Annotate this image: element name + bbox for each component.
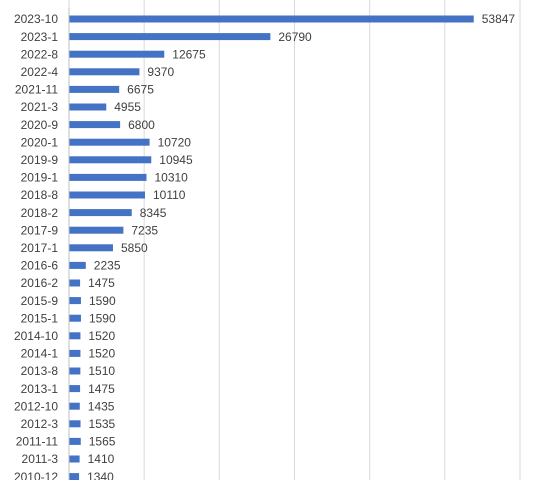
value-label: 1590	[89, 311, 116, 325]
y-tick-label: 2021-3	[21, 100, 59, 114]
bar	[69, 121, 121, 129]
value-label: 6800	[128, 118, 155, 132]
bar	[69, 209, 132, 217]
bar	[69, 103, 107, 111]
y-tick-label: 2021-11	[15, 83, 58, 97]
value-label: 1535	[89, 417, 116, 431]
value-label: 26790	[278, 30, 312, 44]
value-label: 1565	[89, 435, 116, 449]
value-label: 53847	[482, 12, 516, 26]
y-tick-label: 2010-12	[14, 470, 58, 480]
y-tick-label: 2017-9	[21, 223, 59, 237]
y-tick-label: 2019-9	[21, 153, 59, 167]
value-label: 1520	[88, 329, 115, 343]
y-tick-label: 2013-1	[21, 382, 59, 396]
y-tick-label: 2014-10	[14, 329, 58, 343]
value-label: 1435	[88, 399, 115, 413]
value-label: 10110	[153, 188, 186, 202]
bar	[69, 68, 140, 76]
y-tick-label: 2014-1	[21, 347, 59, 361]
bar	[69, 314, 81, 322]
y-tick-label: 2020-1	[21, 135, 59, 149]
value-label: 1340	[87, 470, 114, 480]
value-label: 2235	[94, 259, 121, 273]
y-tick-label: 2015-1	[21, 311, 59, 325]
value-label: 10945	[159, 153, 193, 167]
y-tick-label: 2022-8	[21, 47, 59, 61]
value-label: 8345	[140, 206, 167, 220]
bar	[69, 191, 145, 199]
bar	[69, 279, 81, 287]
y-tick-label: 2019-1	[21, 171, 59, 185]
value-label: 1590	[89, 294, 116, 308]
bar	[69, 455, 80, 463]
bar	[69, 367, 81, 375]
y-tick-label: 2016-2	[21, 276, 59, 290]
y-tick-label: 2020-9	[21, 118, 59, 132]
bar	[69, 50, 165, 58]
value-label: 7235	[131, 223, 158, 237]
value-label: 12675	[172, 47, 206, 61]
bar	[69, 173, 147, 181]
value-label: 1475	[88, 382, 115, 396]
bar	[69, 349, 81, 357]
value-label: 9370	[147, 65, 174, 79]
bar	[69, 156, 152, 164]
bar	[69, 385, 81, 393]
bar	[69, 15, 474, 23]
value-label: 1410	[88, 452, 115, 466]
value-label: 4955	[114, 100, 141, 114]
bar	[69, 473, 80, 480]
y-tick-label: 2011-3	[22, 452, 59, 466]
value-label: 10310	[154, 171, 188, 185]
bar	[69, 226, 124, 234]
bar	[69, 332, 81, 340]
y-tick-label: 2023-1	[21, 30, 59, 44]
value-label: 5850	[121, 241, 148, 255]
value-label: 1510	[88, 364, 115, 378]
y-tick-label: 2022-4	[21, 65, 59, 79]
y-tick-label: 2016-6	[21, 259, 59, 273]
bar	[69, 85, 120, 93]
bar	[69, 244, 113, 252]
y-tick-label: 2018-8	[21, 188, 59, 202]
y-tick-label: 2011-11	[16, 435, 59, 449]
y-tick-label: 2018-2	[21, 206, 59, 220]
y-tick-label: 2023-10	[14, 12, 58, 26]
bar	[69, 33, 271, 41]
value-label: 6675	[127, 83, 154, 97]
bar	[69, 261, 86, 269]
bar	[69, 437, 81, 445]
y-tick-label: 2012-3	[21, 417, 59, 431]
y-tick-label: 2015-9	[21, 294, 59, 308]
y-tick-label: 2012-10	[14, 399, 58, 413]
bar	[69, 297, 81, 305]
bar	[69, 138, 150, 146]
y-tick-label: 2013-8	[21, 364, 59, 378]
bar	[69, 402, 80, 410]
value-label: 1475	[88, 276, 115, 290]
bar	[69, 420, 81, 428]
value-label: 10720	[158, 135, 192, 149]
value-label: 1520	[88, 347, 115, 361]
y-tick-label: 2017-1	[21, 241, 59, 255]
